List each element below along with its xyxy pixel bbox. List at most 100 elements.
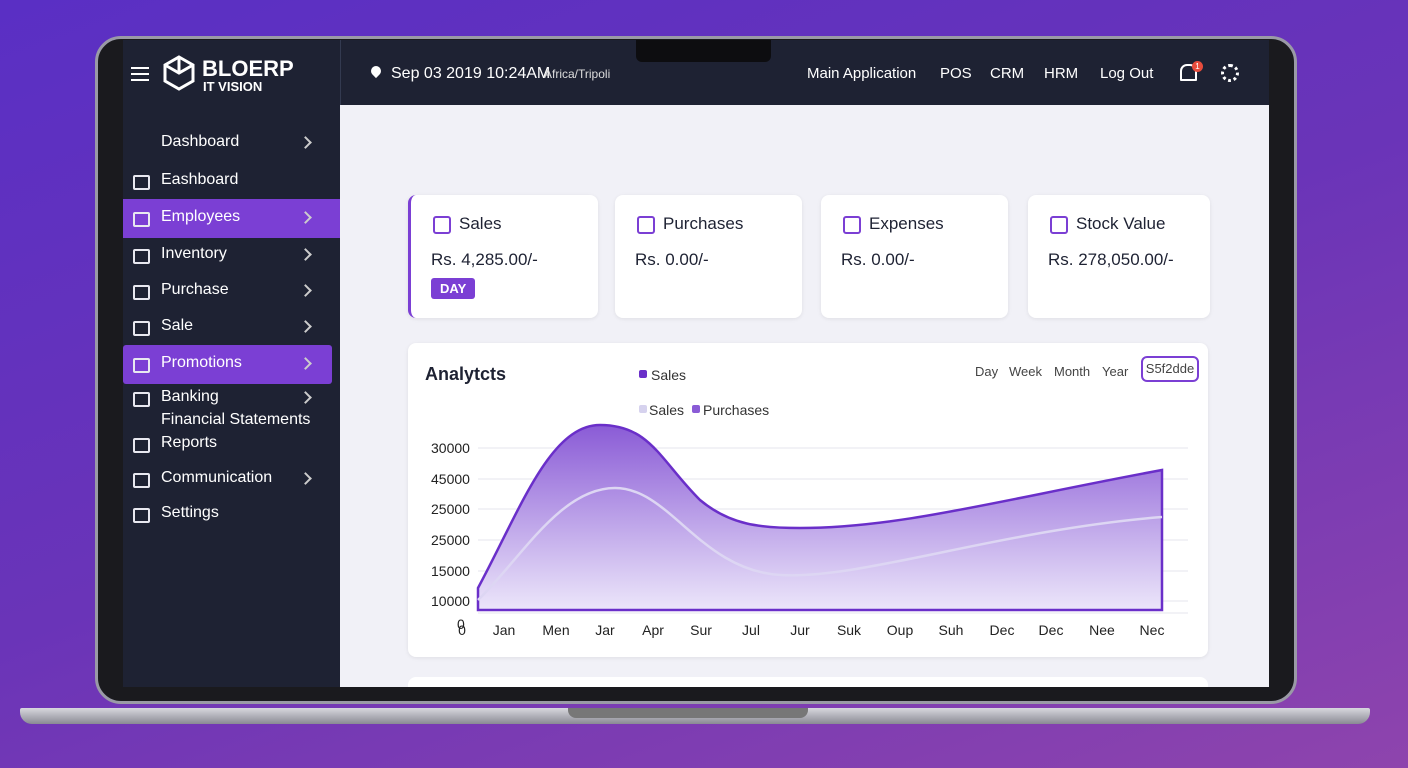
area-chart <box>476 423 1188 614</box>
card-icon <box>433 216 451 234</box>
sidebar-icon <box>133 508 150 523</box>
legend-swatch <box>639 370 647 378</box>
x-axis-label: Suk <box>836 622 862 638</box>
brand-tagline: IT VISION <box>203 79 263 94</box>
sidebar-item-label[interactable]: Financial Statements <box>161 411 311 428</box>
laptop-notch <box>568 708 808 718</box>
x-axis-label: 0 <box>458 622 466 638</box>
range-button[interactable]: Week <box>1009 364 1042 379</box>
range-button[interactable]: Month <box>1054 364 1091 379</box>
chevron <box>299 136 312 149</box>
range-button[interactable]: Year <box>1102 364 1129 379</box>
card-title: Purchases <box>663 214 744 233</box>
sidebar-item-label[interactable]: Reports <box>161 434 218 451</box>
legend-label: Purchases <box>703 402 770 418</box>
chevron <box>299 391 312 404</box>
card-amount: Rs. 0.00/- <box>841 250 915 269</box>
stat-card: Expenses Rs. 0.00/- <box>821 195 1008 318</box>
sidebar-item-label[interactable]: Sale <box>161 317 194 334</box>
notification-badge: 1 <box>1192 61 1203 72</box>
sidebar-icon <box>133 249 150 264</box>
legend-swatch <box>639 405 647 413</box>
sidebar-item-label[interactable]: Inventory <box>161 245 227 262</box>
stat-card: Sales Rs. 4,285.00/- DAY <box>408 195 598 318</box>
y-axis-label: 45000 <box>431 471 470 487</box>
stat-card: Stock Value Rs. 278,050.00/- <box>1028 195 1210 318</box>
content: Sales Rs. 4,285.00/- DAY Purchases Rs. 0.00/… <box>340 105 1269 687</box>
x-axis-label: Apr <box>642 622 664 638</box>
nav-link[interactable]: POS <box>940 65 972 82</box>
legend-label: Sales <box>649 402 685 418</box>
x-axis-label: Jur <box>790 622 810 638</box>
nav-link[interactable]: HRM <box>1044 65 1079 82</box>
y-axis-label: 25000 <box>431 532 470 548</box>
card-amount: Rs. 278,050.00/- <box>1048 250 1174 269</box>
card-title: Stock Value <box>1076 214 1166 233</box>
nav-link[interactable]: CRM <box>990 65 1025 82</box>
y-axis-label: 30000 <box>431 440 470 456</box>
y-axis-label: 15000 <box>431 563 470 579</box>
analytics-panel: Analytcts Sales Sales Purchases Day Week Month… <box>408 343 1208 657</box>
stat-card: Purchases Rs. 0.00/- <box>615 195 802 318</box>
sidebar-item-label[interactable]: Employees <box>161 208 241 225</box>
sidebar-item-label[interactable]: Banking <box>161 388 219 405</box>
nav-link[interactable]: Log Out <box>1100 65 1154 82</box>
sidebar-icon <box>133 358 150 373</box>
range-button[interactable]: Day <box>975 364 999 379</box>
purchases-area <box>476 423 1164 612</box>
timezone: Africa/Tripoli <box>544 67 611 81</box>
sidebar-icon <box>133 175 150 190</box>
y-axis-label: 10000 <box>431 593 470 609</box>
sidebar: BLOERP IT VISION Dashboard Eashboard Employe… <box>123 40 340 687</box>
sidebar-icon <box>133 473 150 488</box>
x-axis-label: Nee <box>1089 622 1115 638</box>
sidebar-icon <box>133 438 150 453</box>
card-title: Sales <box>459 214 502 233</box>
sales-line <box>477 486 1163 601</box>
logo-cube <box>163 55 195 91</box>
chevron <box>299 248 312 261</box>
legend-label: Sales <box>651 367 687 383</box>
bell-icon[interactable] <box>1180 64 1197 81</box>
camera-notch <box>636 40 771 62</box>
sidebar-active-bg <box>123 345 332 384</box>
sidebar-icon <box>133 212 150 227</box>
sidebar-item-label[interactable]: Promotions <box>161 354 242 371</box>
x-axis-label: Men <box>542 622 570 638</box>
chevron <box>299 320 312 333</box>
card-icon <box>637 216 655 234</box>
card-title: Expenses <box>869 214 944 233</box>
y-axis-label: 0 <box>457 616 465 632</box>
sidebar-icon <box>133 392 150 407</box>
card-icon <box>843 216 861 234</box>
recent-invoices-panel: Recent Invoices <box>408 677 1208 687</box>
card-icon <box>1050 216 1068 234</box>
sidebar-item-label[interactable]: Dashboard <box>161 133 240 150</box>
card-amount: Rs. 4,285.00/- <box>431 250 538 269</box>
sidebar-icon <box>133 285 150 300</box>
analytics-title: Analytcts <box>425 364 507 384</box>
x-axis-label: Jar <box>595 622 615 638</box>
topbar: Sep 03 2019 10:24AM Africa/Tripoli Main Ap… <box>340 40 1269 105</box>
range-selected[interactable]: S5f2dde <box>1141 356 1199 382</box>
x-axis-label: Sur <box>690 622 712 638</box>
nav-link[interactable]: Main Application <box>807 65 917 82</box>
x-axis-label: Jul <box>742 622 760 638</box>
screen: BLOERP IT VISION Dashboard Eashboard Employe… <box>123 40 1269 687</box>
menu-icon-bar <box>131 73 149 75</box>
x-axis-label: Suh <box>938 622 964 638</box>
chevron <box>299 472 312 485</box>
chevron <box>299 284 312 297</box>
y-axis-label: 25000 <box>431 501 470 517</box>
x-axis-label: Dec <box>1038 622 1064 638</box>
card-amount: Rs. 0.00/- <box>635 250 709 269</box>
sidebar-icon <box>133 321 150 336</box>
menu-icon[interactable] <box>131 67 149 81</box>
sidebar-item-label[interactable]: Purchase <box>161 281 229 298</box>
logo-icon <box>163 55 195 91</box>
settings-icon[interactable] <box>1221 64 1239 82</box>
sidebar-item-label[interactable]: Settings <box>161 504 219 521</box>
sidebar-item-label[interactable]: Eashboard <box>161 171 239 188</box>
sidebar-item-label[interactable]: Communication <box>161 469 273 486</box>
